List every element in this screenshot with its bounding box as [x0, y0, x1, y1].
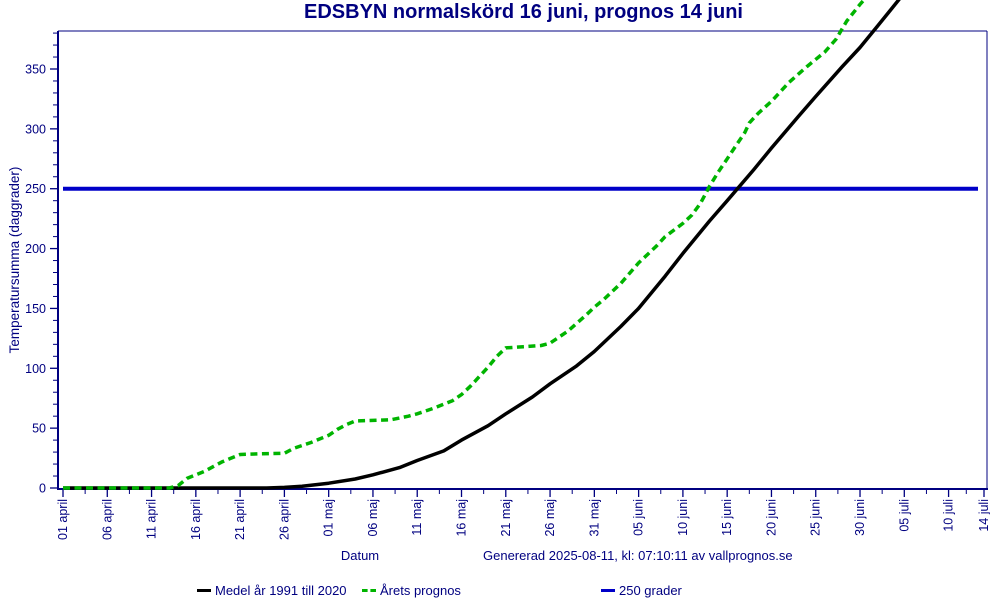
- legend-marker-1: [362, 588, 376, 592]
- x-tick-label: 21 maj: [499, 499, 513, 537]
- x-tick-label: 06 maj: [366, 499, 380, 537]
- y-tick-label: 0: [39, 482, 46, 496]
- x-axis-title: Datum: [340, 548, 380, 563]
- x-tick-label: 16 maj: [455, 499, 469, 537]
- legend-label-medel: Medel år 1991 till 2020: [215, 582, 347, 598]
- series-prognos: [63, 0, 867, 490]
- x-tick-label: 01 april: [56, 499, 70, 540]
- x-tick-label: 21 april: [233, 499, 247, 540]
- x-tick-label: 05 juni: [632, 499, 646, 536]
- y-tick-label: 250: [25, 182, 46, 196]
- y-axis: 0 50 100 150 200 250 300 350: [25, 31, 59, 496]
- medel-curve: [63, 0, 901, 490]
- x-axis: 01 april 06 april 11 april 16 april 21 april…: [56, 488, 990, 540]
- x-tick-label: 06 april: [100, 499, 114, 540]
- x-tick-label: 14 juli: [977, 499, 990, 532]
- legend-marker-0: [197, 588, 211, 592]
- x-tick-label: 10 juli: [942, 499, 956, 532]
- chart-title: EDSBYN normalskörd 16 juni, prognos 14 j…: [304, 1, 743, 23]
- y-tick-label: 200: [25, 242, 46, 256]
- x-tick-label: 31 maj: [587, 499, 601, 537]
- x-tick-label: 05 juli: [897, 499, 911, 532]
- x-tick-label: 16 april: [189, 499, 203, 540]
- x-tick-label: 15 juni: [720, 499, 734, 536]
- y-tick-label: 100: [25, 362, 46, 376]
- x-tick-label: 10 juni: [676, 499, 690, 536]
- x-tick-label: 26 april: [277, 499, 291, 540]
- x-tick-label: 11 maj: [410, 499, 424, 536]
- x-tick-label: 01 maj: [322, 499, 336, 537]
- x-tick-label: 26 maj: [543, 499, 557, 537]
- y-tick-label: 350: [25, 63, 46, 77]
- x-tick-label: 30 juni: [853, 499, 867, 536]
- legend-label-threshold: 250 grader: [619, 582, 682, 598]
- legend-label-prognos: Årets prognos: [380, 582, 461, 598]
- y-tick-label: 50: [32, 422, 46, 436]
- x-tick-label: 25 juni: [809, 499, 823, 536]
- plot-frame: [58, 30, 988, 489]
- x-tick-label: 20 juni: [764, 499, 778, 536]
- prognos-curve: [63, 0, 867, 490]
- legend-item-prognos: Årets prognos: [362, 582, 461, 598]
- generated-note: Genererad 2025-08-11, kl: 07:10:11 av va…: [483, 548, 793, 563]
- series-medel: [63, 0, 901, 490]
- legend-marker-2: [601, 588, 615, 592]
- legend-item-medel: Medel år 1991 till 2020: [197, 582, 347, 598]
- legend-item-threshold: 250 grader: [601, 582, 682, 598]
- y-tick-label: 150: [25, 302, 46, 316]
- x-tick-label: 11 april: [145, 499, 159, 539]
- y-tick-label: 300: [25, 122, 46, 136]
